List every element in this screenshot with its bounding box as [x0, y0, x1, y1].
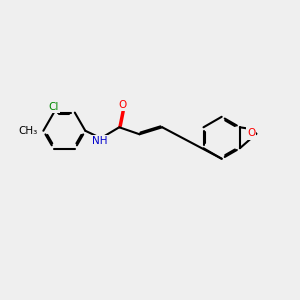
Text: O: O — [118, 100, 127, 110]
Text: NH: NH — [92, 136, 108, 146]
Text: O: O — [247, 129, 255, 139]
Text: CH₃: CH₃ — [19, 126, 38, 136]
Text: Cl: Cl — [49, 102, 59, 112]
Text: O: O — [247, 128, 255, 138]
